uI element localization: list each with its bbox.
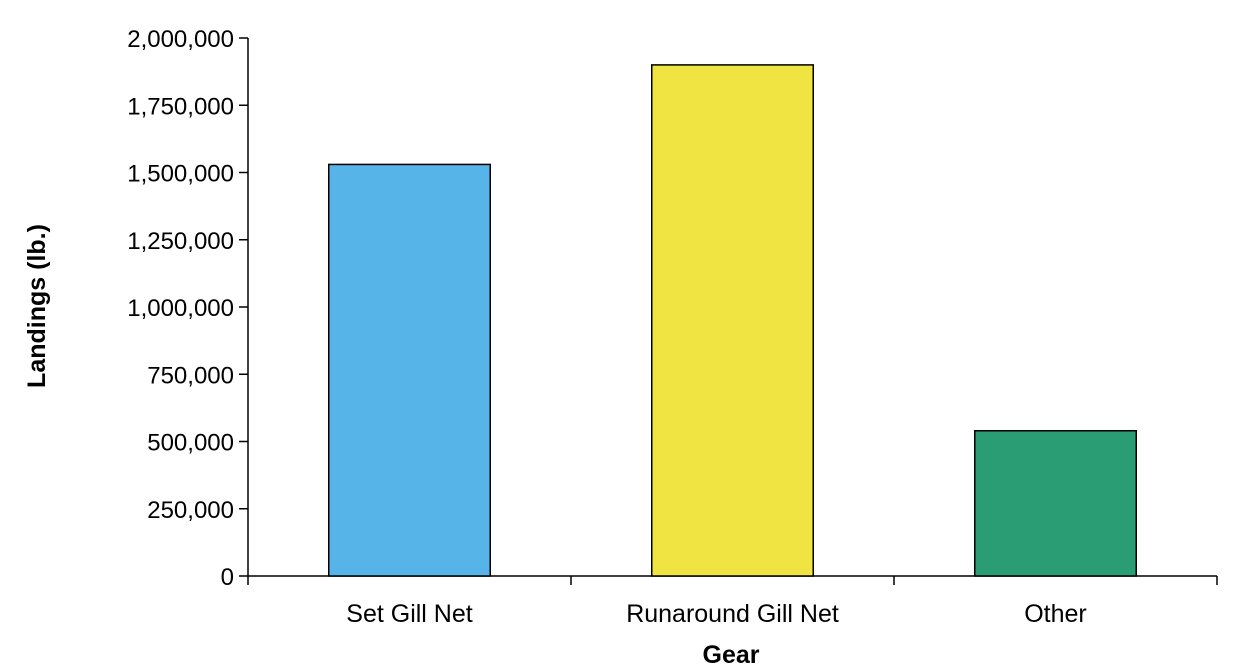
bar-other	[974, 429, 1137, 577]
y-tick-label: 1,500,000	[127, 161, 234, 188]
y-axis-title: Landings (lb.)	[23, 224, 51, 388]
y-tick-label: 500,000	[147, 430, 234, 457]
x-axis-title: Gear	[703, 641, 760, 669]
y-tick-label: 750,000	[147, 362, 234, 389]
y-tick-label: 1,250,000	[127, 228, 234, 255]
x-tick-label: Set Gill Net	[346, 600, 472, 628]
y-tick-label: 1,750,000	[127, 93, 234, 120]
bars	[328, 64, 1137, 577]
bar-runaround-gill-net	[651, 64, 814, 577]
y-axis: 0 250,000 500,000 750,000 1,000,000 1,250,000…	[127, 26, 249, 591]
bar-set-gill-net	[328, 163, 491, 577]
y-tick-label: 0	[221, 564, 234, 591]
y-tick-label: 1,000,000	[127, 295, 234, 322]
x-tick-label: Other	[1024, 600, 1087, 628]
y-tick-label: 2,000,000	[127, 26, 234, 53]
x-axis: Set Gill Net Runaround Gill Net Other	[247, 575, 1218, 628]
y-tick-label: 250,000	[147, 497, 234, 524]
x-tick-label: Runaround Gill Net	[626, 600, 839, 628]
